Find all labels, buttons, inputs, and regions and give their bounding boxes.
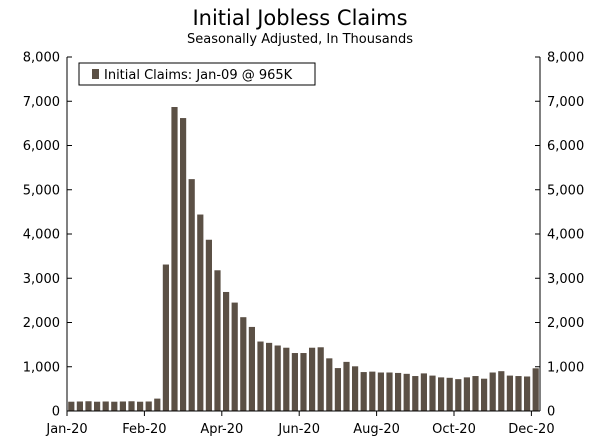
bar (291, 353, 298, 411)
x-tick-label: Aug-20 (353, 422, 400, 437)
bar (85, 401, 92, 411)
bar (223, 291, 230, 411)
bar (429, 375, 436, 411)
y-tick-label-left: 8,000 (23, 51, 60, 66)
x-ticks: Jan-20 Feb-20 Apr-20 Jun-20 Aug-20 Oct-20 Dec-… (45, 411, 555, 437)
bar (489, 372, 496, 411)
legend-swatch (92, 69, 99, 79)
bar (352, 366, 359, 411)
bar (472, 376, 479, 411)
bar-series (68, 107, 539, 411)
bar (395, 372, 402, 411)
bar (360, 372, 367, 411)
x-tick-label: Feb-20 (122, 422, 166, 437)
y-ticks-left: 0 1,000 2,000 3,000 4,000 5,000 6,000 7,000 8,00… (23, 51, 72, 420)
bar (455, 379, 462, 411)
chart-title: Initial Jobless Claims (192, 6, 408, 30)
bar (68, 401, 75, 411)
bar (240, 317, 247, 411)
bar (137, 401, 144, 411)
chart-subtitle: Seasonally Adjusted, In Thousands (187, 32, 413, 47)
bar (334, 368, 341, 411)
bar (532, 368, 539, 411)
y-tick-label-right: 4,000 (547, 228, 584, 243)
y-ticks-right: 0 1,000 2,000 3,000 4,000 5,000 6,000 7,000 8,00… (535, 51, 584, 420)
x-tick-label: Dec-20 (508, 422, 554, 437)
bar (188, 179, 195, 411)
y-tick-label-right: 2,000 (547, 316, 584, 331)
bar (343, 361, 350, 411)
y-tick-label-right: 7,000 (547, 95, 584, 110)
y-tick-label-right: 8,000 (547, 51, 584, 66)
bar (266, 342, 273, 411)
bar (317, 347, 324, 411)
bar (412, 376, 419, 411)
legend: Initial Claims: Jan-09 @ 965K (78, 62, 316, 86)
bar (231, 302, 238, 411)
x-tick-label: Jun-20 (277, 422, 320, 437)
bar (481, 378, 488, 411)
bar (524, 376, 531, 411)
y-tick-label-left: 0 (52, 405, 60, 420)
bar (463, 377, 470, 411)
y-tick-label-left: 6,000 (23, 139, 60, 154)
bar (446, 377, 453, 411)
bar (180, 118, 187, 411)
y-tick-label-right: 1,000 (547, 360, 584, 375)
bar (145, 401, 152, 411)
y-tick-label-left: 3,000 (23, 272, 60, 287)
bar (506, 375, 513, 411)
y-tick-label-left: 1,000 (23, 360, 60, 375)
y-tick-label-left: 5,000 (23, 183, 60, 198)
y-tick-label-right: 6,000 (547, 139, 584, 154)
y-tick-label-right: 0 (547, 405, 555, 420)
bar (154, 398, 161, 411)
bar (300, 353, 307, 411)
bar (377, 372, 384, 411)
bar (326, 358, 333, 411)
y-tick-label-right: 3,000 (547, 272, 584, 287)
bar (128, 401, 135, 411)
bar (248, 326, 255, 411)
bar (119, 401, 126, 411)
bar (498, 371, 505, 411)
bar (205, 239, 212, 411)
bar (403, 373, 410, 411)
bar (162, 264, 169, 411)
bar (76, 401, 83, 411)
bar (420, 373, 427, 411)
bar (111, 401, 118, 411)
x-tick-label: Oct-20 (432, 422, 476, 437)
bar (214, 270, 221, 411)
bar (309, 347, 316, 411)
bar (102, 401, 109, 411)
bar (274, 345, 281, 411)
y-tick-label-left: 7,000 (23, 95, 60, 110)
y-tick-label-right: 5,000 (547, 183, 584, 198)
legend-box (78, 62, 316, 86)
x-tick-label: Apr-20 (200, 422, 243, 437)
bar (94, 401, 101, 411)
legend-label: Initial Claims: Jan-09 @ 965K (104, 68, 293, 83)
bar (386, 372, 393, 411)
bar (197, 214, 204, 411)
bar (438, 377, 445, 411)
x-tick-label: Jan-20 (45, 422, 87, 437)
bar (283, 347, 290, 411)
bar (369, 371, 376, 411)
y-tick-label-left: 4,000 (23, 228, 60, 243)
bar (257, 341, 264, 411)
bar (171, 107, 178, 411)
y-tick-label-left: 2,000 (23, 316, 60, 331)
bar (515, 376, 522, 411)
